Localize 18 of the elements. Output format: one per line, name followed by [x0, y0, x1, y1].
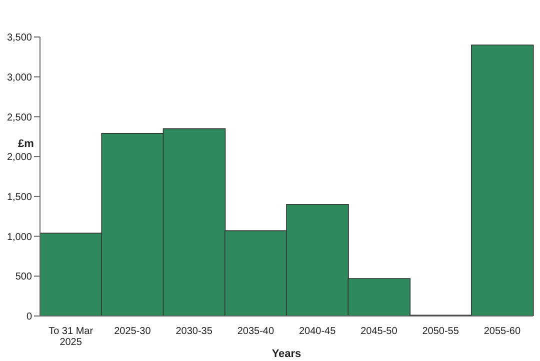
x-tick-label: 2035-40 — [237, 326, 274, 337]
y-tick-label: 2,000 — [6, 152, 32, 164]
x-tick-label: 2055-60 — [484, 326, 521, 337]
y-axis-title: £m — [18, 138, 34, 150]
y-tick-label: 1,500 — [6, 192, 32, 203]
x-axis-title: Years — [272, 348, 302, 360]
y-tick-label: 500 — [15, 272, 32, 283]
x-tick-label: 2050-55 — [422, 326, 460, 337]
x-tick-label: 2045-50 — [360, 326, 398, 337]
x-tick-label: 2025-30 — [114, 326, 152, 337]
x-tick-label: To 31 Mar 2025 — [48, 326, 94, 348]
y-tick-label: 1,000 — [6, 232, 32, 243]
y-tick-label: 3,000 — [6, 72, 32, 84]
x-tick-label: 2040-45 — [298, 326, 336, 337]
x-tick-label: 2030-35 — [176, 326, 213, 337]
y-tick-label: 3,500 — [6, 32, 32, 44]
y-tick-label: 2,500 — [6, 112, 32, 124]
y-tick-label: 0 — [26, 312, 32, 323]
